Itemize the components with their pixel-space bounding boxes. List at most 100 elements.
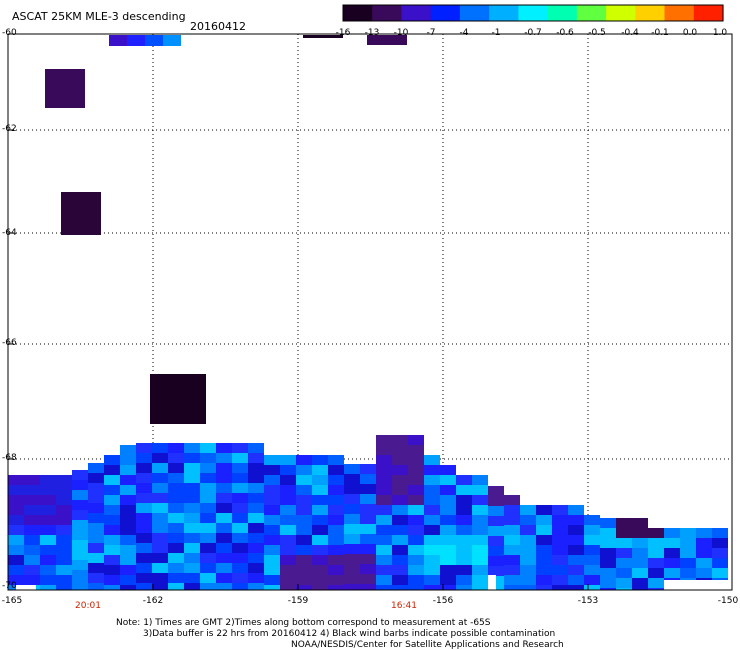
swath-cell [344,584,360,590]
swath-cell [40,585,56,590]
swath-cell [8,515,24,525]
swath-cell [136,523,152,533]
swath-cell [24,525,40,535]
swath-cell [392,465,408,475]
swath-cell [104,585,120,590]
x-tick-label-1: -162 [142,596,164,606]
swath-cell [488,516,504,526]
swath-cell [280,505,296,515]
swath-cell [184,483,200,493]
swath-cell [280,525,296,535]
swath-cell [104,555,120,565]
swath-cell [392,585,408,590]
swath-cell [296,505,312,515]
colorbar-label-5: -1 [491,28,501,38]
swath-cell [616,548,632,558]
swath-cell [536,585,552,590]
swath-cell [584,585,600,590]
swath-cell [552,575,568,585]
swath-cell [584,555,600,565]
swath-cell [152,483,168,493]
swath-cell [120,535,136,545]
swath-cell [536,545,552,555]
swath-cell [72,520,88,530]
swath-cell [328,495,344,505]
swath-cell [296,495,312,505]
swath-cell [168,543,184,553]
swath-cell [264,485,280,495]
swath-data [8,435,732,590]
swath-cell [248,543,264,553]
colorbar-label-10: -0.1 [651,28,669,38]
swath-cell [56,555,72,565]
swath-cell [600,528,616,538]
swath-cell [392,515,408,525]
swath-cell [408,525,424,535]
swath-cell [568,565,584,575]
swath-cell [456,485,472,495]
cell-purple-1 [45,69,85,108]
swath-cell [120,475,136,485]
swath-cell [568,545,584,555]
swath-cell [536,505,552,515]
swath-cell [24,565,40,575]
swath-cell [72,510,88,520]
swath-cell [168,473,184,483]
colorbar-segment [576,5,607,21]
swath-cell [376,525,392,535]
swath-cell [392,535,408,545]
swath-cell [504,515,520,525]
swath-cell [216,523,232,533]
swath-cell [40,505,56,515]
colorbar-label-2: -10 [393,28,409,38]
swath-cell [296,575,312,585]
swath-cell [40,525,56,535]
swath-cell [360,484,376,494]
swath-cell [184,573,200,583]
swath-cell [376,545,392,555]
swath-cell [248,483,264,493]
swath-cell [488,546,504,556]
swath-cell [456,555,472,565]
swath-cell [200,443,216,453]
chart-date: 20160412 [190,20,246,33]
swath-cell [264,475,280,485]
swath-cell [440,525,456,535]
colorbar-segment [459,5,490,21]
swath-cell [424,495,440,505]
swath-cell [328,475,344,485]
swath-cell [312,465,328,475]
swath-cell [200,523,216,533]
swath-cell [344,534,360,544]
cell-purple-2 [61,192,101,235]
swath-cell [264,545,280,555]
swath-cell [456,525,472,535]
swath-cell [168,443,184,453]
swath-cell [312,545,328,555]
swath-cell [24,515,40,525]
swath-cell [456,565,472,575]
swath-cell [216,573,232,583]
swath-cell [296,585,312,590]
swath-cell [504,495,520,505]
swath-cell [24,505,40,515]
swath-cell [648,568,664,578]
swath-cell [408,445,424,455]
swath-cell [232,573,248,583]
swath-cell [488,496,504,506]
swath-cell [88,523,104,533]
swath-cell [456,505,472,515]
swath-cell [264,465,280,475]
swath-cell [56,535,72,545]
swath-cell [216,503,232,513]
x-tick-label-0: -165 [1,596,23,606]
swath-cell [152,463,168,473]
swath-cell [104,515,120,525]
swath-cell [360,524,376,534]
swath-cell [344,574,360,584]
swath-cell [328,545,344,555]
swath-cell [312,495,328,505]
swath-cell [344,564,360,574]
swath-cell [712,558,728,568]
swath-cell [568,555,584,565]
